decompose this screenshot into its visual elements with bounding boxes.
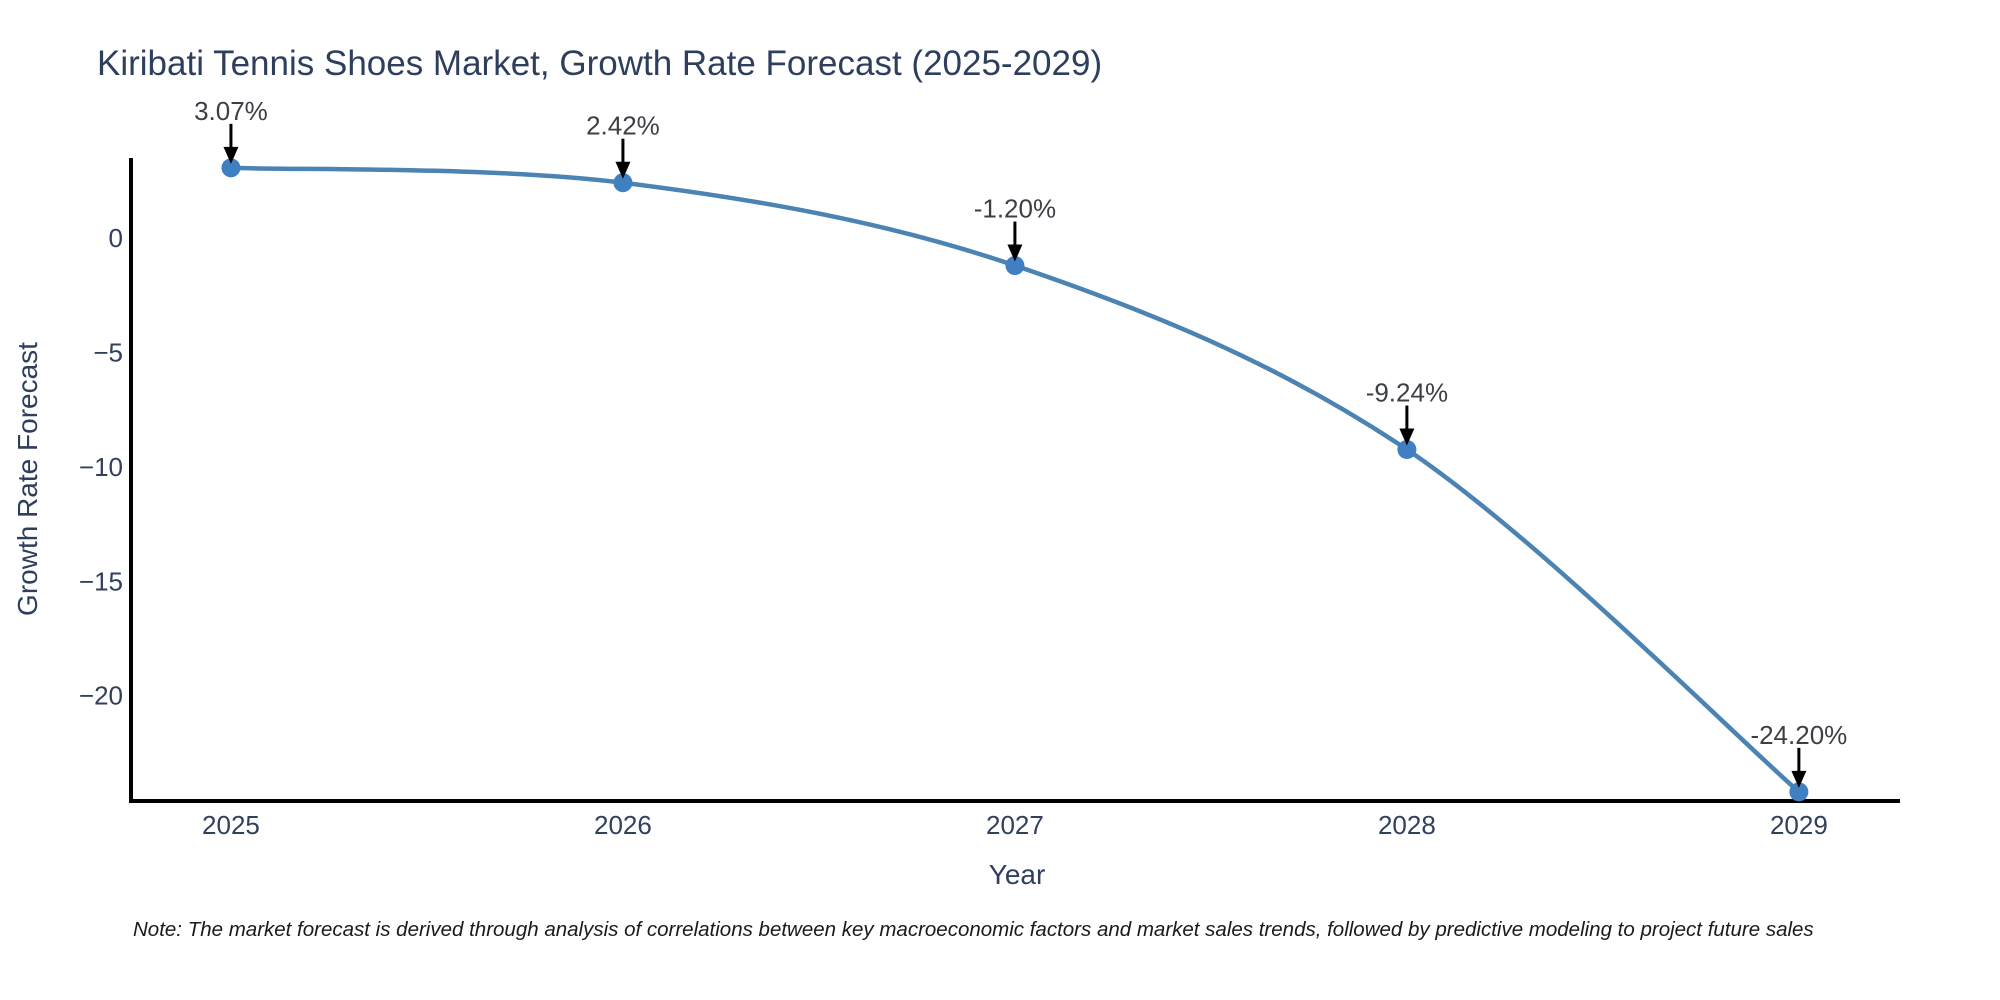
annotation-arrowhead-icon [1791,770,1807,788]
y-tick-label: −10 [79,452,123,482]
data-point-label: 2.42% [586,111,660,141]
data-point-marker [1397,440,1417,460]
y-tick-label: −20 [79,681,123,711]
annotation-arrowhead-icon [223,146,239,164]
x-tick-label: 2028 [1378,810,1436,840]
x-tick-label: 2025 [202,810,260,840]
chart-title: Kiribati Tennis Shoes Market, Growth Rat… [97,44,1103,83]
data-point-label: -24.20% [1750,720,1847,750]
annotation-arrowhead-icon [1007,244,1023,262]
data-point-marker [613,173,633,193]
x-tick-label: 2026 [594,810,652,840]
annotation-arrowhead-icon [615,161,631,179]
data-point-marker [1005,256,1025,276]
y-tick-label: −5 [93,338,123,368]
methodology-note: Note: The market forecast is derived thr… [133,918,1814,941]
data-point-label: -1.20% [974,194,1056,224]
forecast-line [228,165,1802,795]
annotation-arrowhead-icon [1399,428,1415,446]
x-tick-label: 2029 [1770,810,1828,840]
x-axis-title: Year [988,859,1046,890]
data-point-marker [1789,782,1809,802]
data-point-label: -9.24% [1366,378,1448,408]
x-tick-label: 2027 [986,810,1044,840]
data-point-marker [221,158,241,178]
y-tick-label: −15 [79,566,123,596]
y-tick-label: 0 [109,223,123,253]
data-point-label: 3.07% [194,96,268,126]
